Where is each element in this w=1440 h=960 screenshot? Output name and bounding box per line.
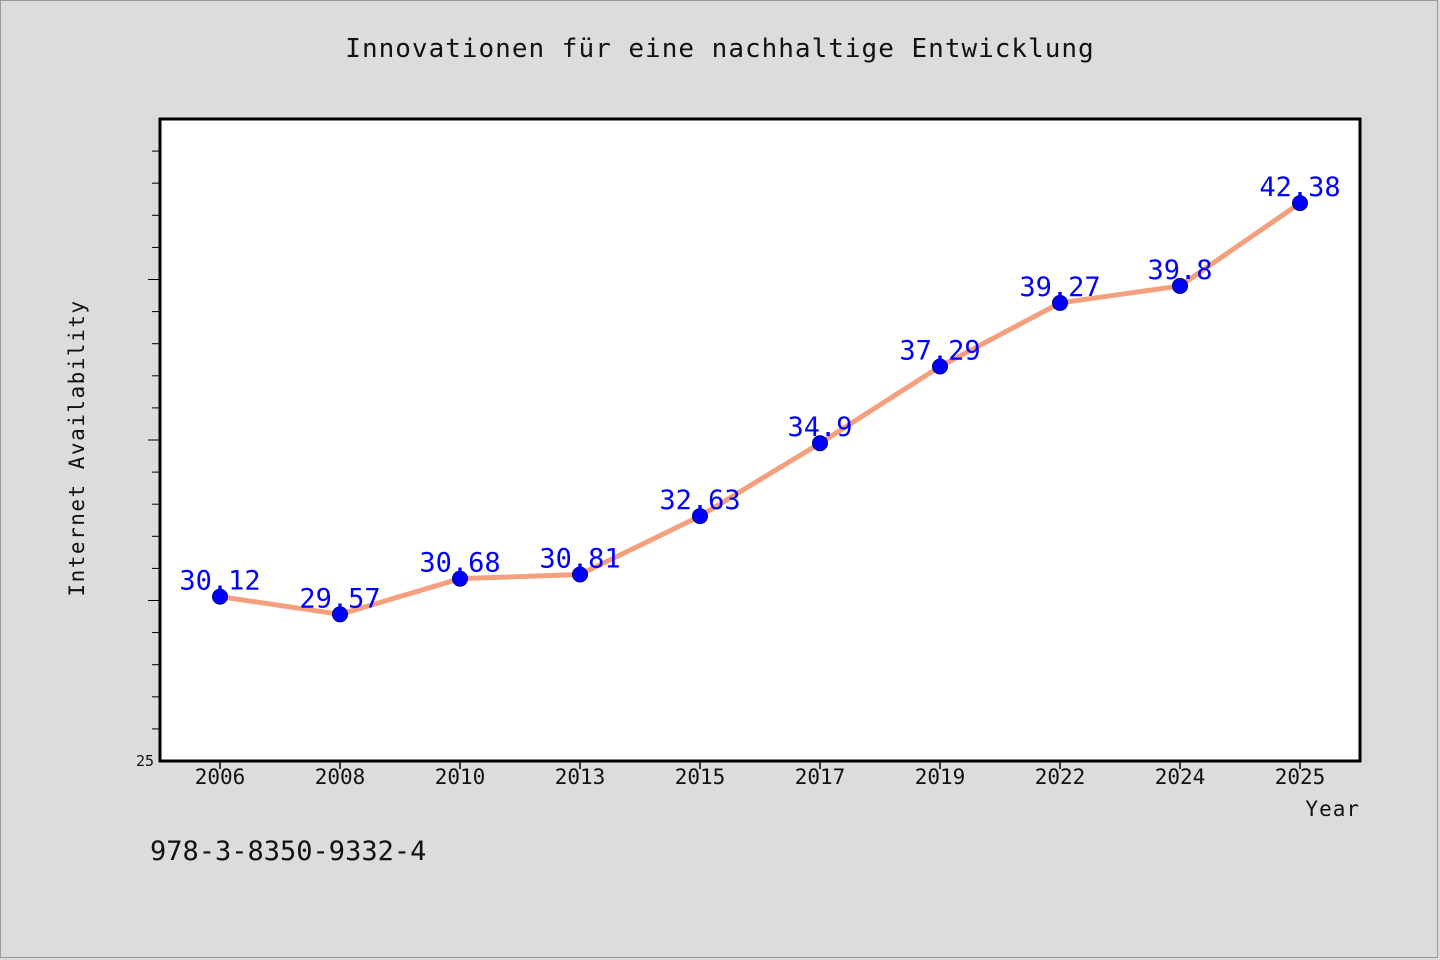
data-label: 30.68 (419, 548, 500, 579)
x-tick-label: 2008 (315, 765, 366, 789)
x-tick-label: 2010 (435, 765, 486, 789)
data-point (812, 435, 828, 452)
data-label: 34.9 (787, 412, 852, 443)
x-tick-label: 2022 (1035, 765, 1086, 789)
data-label: 37.29 (899, 335, 980, 366)
chart-title: Innovationen für eine nachhaltige Entwic… (345, 34, 1095, 64)
x-tick-label: 2013 (555, 765, 606, 789)
data-point (572, 566, 588, 583)
data-point (1172, 277, 1188, 294)
y-axis-ticks: 25 (136, 150, 160, 770)
data-point (1052, 294, 1068, 311)
data-point (692, 508, 708, 525)
x-tick-label: 2017 (795, 765, 846, 789)
data-label: 30.81 (539, 543, 620, 574)
x-tick-label: 2024 (1155, 765, 1206, 789)
data-point (932, 358, 948, 375)
data-label: 39.27 (1019, 272, 1100, 303)
x-axis-ticks: 2006 2008 2010 2013 2015 2017 2019 2022 2024 2025 (195, 761, 1326, 789)
data-label: 42.38 (1259, 172, 1340, 203)
plot-area (158, 117, 1362, 763)
data-point (332, 606, 348, 623)
data-label: 39.8 (1147, 255, 1212, 286)
x-tick-label: 2006 (195, 765, 246, 789)
data-point (452, 570, 468, 587)
data-labels: 30.12 29.57 30.68 30.81 32.63 34.9 37.29 39.27 3… (179, 172, 1340, 614)
data-label: 30.12 (179, 566, 260, 597)
x-tick-label: 2025 (1275, 765, 1326, 789)
x-tick-label: 2019 (915, 765, 966, 789)
data-label: 32.63 (659, 485, 740, 516)
data-label: 29.57 (299, 583, 380, 614)
data-markers (212, 195, 1308, 623)
series-line-group (217, 200, 1303, 617)
x-axis-label: Year (1305, 797, 1360, 821)
data-point (212, 588, 228, 605)
data-point (1292, 195, 1308, 212)
series-line (217, 200, 1303, 617)
y-tick-label: 25 (136, 752, 154, 770)
x-tick-label: 2015 (675, 765, 726, 789)
isbn-text: 978-3-8350-9332-4 (150, 836, 427, 867)
